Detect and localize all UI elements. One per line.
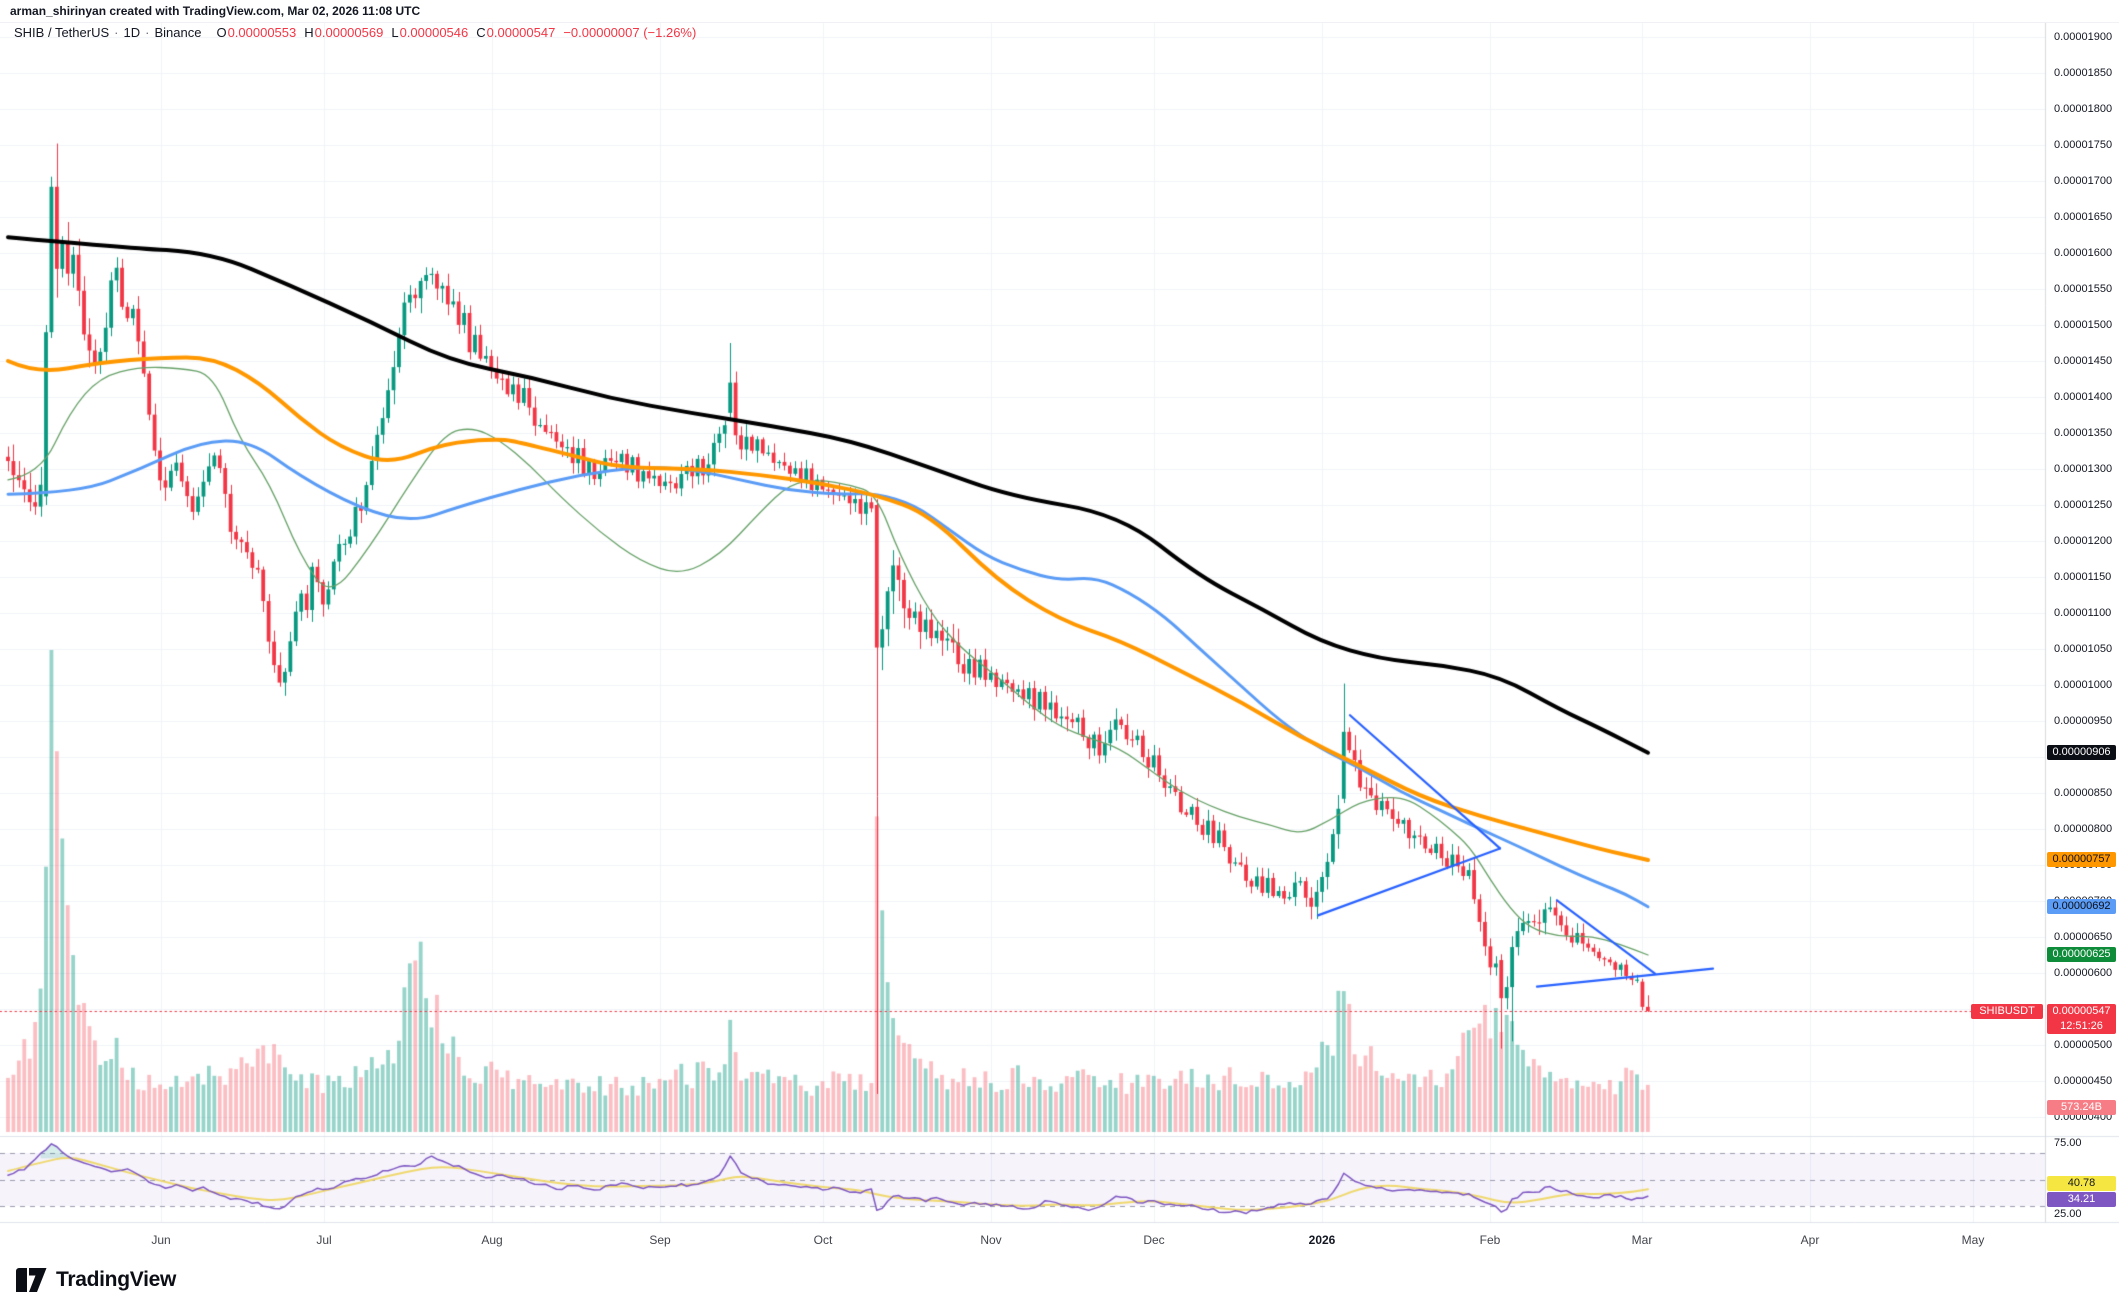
legend-separator: · <box>145 25 150 40</box>
attribution-text: arman_shirinyan created with TradingView… <box>10 4 421 18</box>
high-label: H <box>304 25 314 40</box>
chart-legend: SHIB / TetherUS · 1D · Binance O 0.000005… <box>14 25 696 40</box>
close-label: C <box>476 25 486 40</box>
low-value: 0.00000546 <box>399 25 469 40</box>
brand-footer[interactable]: TradingView <box>16 1268 176 1292</box>
exchange-label[interactable]: Binance <box>154 25 202 40</box>
legend-separator: · <box>114 25 119 40</box>
low-label: L <box>391 25 399 40</box>
open-value: 0.00000553 <box>227 25 297 40</box>
interval-label[interactable]: 1D <box>123 25 141 40</box>
tradingview-logo-icon <box>16 1268 47 1292</box>
ohlc-values: O 0.00000553 H 0.00000569 L 0.00000546 C 0.0… <box>216 25 696 40</box>
attribution-bar: arman_shirinyan created with TradingView… <box>0 0 2119 23</box>
open-label: O <box>216 25 227 40</box>
symbol-title[interactable]: SHIB / TetherUS <box>14 25 110 40</box>
brand-name: TradingView <box>56 1268 177 1291</box>
high-value: 0.00000569 <box>314 25 384 40</box>
change-value: −0.00000007 (−1.26%) <box>563 25 697 40</box>
close-value: 0.00000547 <box>486 25 556 40</box>
